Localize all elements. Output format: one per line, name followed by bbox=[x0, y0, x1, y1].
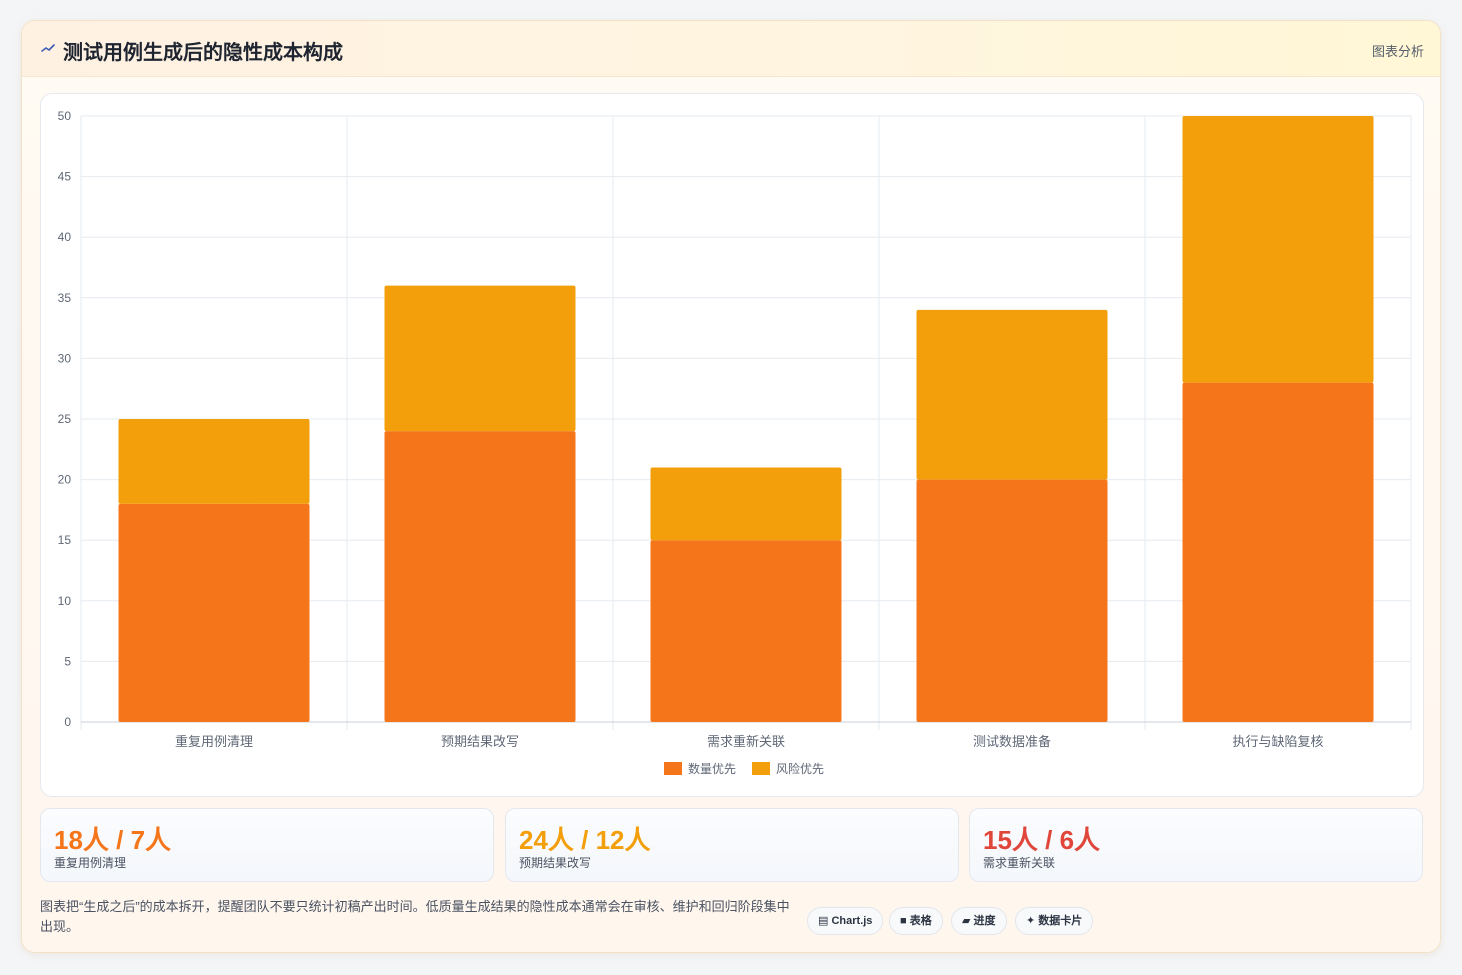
table-icon: ■ bbox=[900, 915, 907, 927]
bar-segment bbox=[916, 479, 1108, 722]
chip-label: Chart.js bbox=[831, 915, 873, 927]
y-tick-label: 0 bbox=[64, 715, 71, 729]
sparkle-icon: ✦ bbox=[1026, 915, 1036, 927]
y-tick-label: 25 bbox=[58, 412, 72, 426]
stat-value: 24人 / 12人 bbox=[519, 825, 651, 855]
stat-label: 预期结果改写 bbox=[519, 856, 592, 870]
bar-segment bbox=[1182, 382, 1374, 722]
stat-label: 需求重新关联 bbox=[983, 856, 1056, 870]
legend-swatch bbox=[752, 762, 770, 775]
chip-progress[interactable]: ▰ 进度 bbox=[951, 907, 1007, 935]
stat-cards: 18人 / 7人 重复用例清理 24人 / 12人 预期结果改写 15人 / 6… bbox=[40, 808, 1424, 882]
legend-label: 数量优先 bbox=[688, 761, 736, 776]
y-tick-label: 45 bbox=[58, 170, 72, 184]
y-tick-label: 5 bbox=[64, 654, 71, 668]
stat-card: 24人 / 12人 预期结果改写 bbox=[505, 808, 959, 882]
chip-chartjs[interactable]: ▤ Chart.js bbox=[807, 907, 884, 935]
bar-segment bbox=[384, 285, 576, 432]
chart-icon: ▤ bbox=[818, 915, 829, 927]
x-tick-label: 预期结果改写 bbox=[441, 734, 519, 749]
chart-analysis-tag: 图表分析 bbox=[1371, 44, 1424, 59]
y-tick-label: 20 bbox=[58, 473, 72, 487]
chart-note: 图表把“生成之后”的成本拆开，提醒团队不要只统计初稿产出时间。低质量生成结果的隐… bbox=[40, 899, 790, 934]
chart-card: 测试用例生成后的隐性成本构成 图表分析 0 5 10 15 20 25 30 35 40 45 50… bbox=[21, 20, 1441, 953]
bar-segment bbox=[384, 431, 576, 722]
stat-value: 15人 / 6人 bbox=[983, 825, 1101, 855]
y-tick-label: 50 bbox=[58, 109, 72, 123]
x-tick-label: 需求重新关联 bbox=[707, 734, 785, 749]
bar-segment bbox=[650, 540, 842, 722]
chip-data-card[interactable]: ✦ 数据卡片 bbox=[1015, 907, 1094, 935]
y-tick-label: 15 bbox=[58, 533, 72, 547]
stat-value: 18人 / 7人 bbox=[54, 825, 172, 855]
bar-segment bbox=[916, 309, 1108, 480]
legend-label: 风险优先 bbox=[776, 761, 824, 776]
chip-label: 进度 bbox=[973, 915, 996, 927]
x-tick-label: 测试数据准备 bbox=[973, 734, 1051, 749]
chip-label: 表格 bbox=[909, 915, 932, 927]
stacked-bar-chart: 0 5 10 15 20 25 30 35 40 45 50 重复用例清理 预期结果改写 需求重新关联 测试… bbox=[58, 109, 1412, 776]
x-tick-label: 执行与缺陷复核 bbox=[1232, 734, 1323, 749]
y-tick-label: 30 bbox=[58, 351, 72, 365]
stat-card: 18人 / 7人 重复用例清理 bbox=[40, 808, 494, 882]
chip-table[interactable]: ■ 表格 bbox=[889, 907, 943, 935]
chip-label: 数据卡片 bbox=[1038, 915, 1083, 927]
stat-card: 15人 / 6人 需求重新关联 bbox=[969, 808, 1423, 882]
card-header: 测试用例生成后的隐性成本构成 图表分析 bbox=[22, 21, 1440, 77]
x-tick-label: 重复用例清理 bbox=[175, 734, 253, 749]
stat-label: 重复用例清理 bbox=[54, 856, 127, 870]
bar-segment bbox=[650, 467, 842, 541]
y-tick-label: 40 bbox=[58, 230, 72, 244]
progress-icon: ▰ bbox=[962, 915, 971, 927]
bar-segment bbox=[118, 419, 310, 504]
bar-segment bbox=[1182, 116, 1374, 383]
card-title: 测试用例生成后的隐性成本构成 bbox=[63, 42, 343, 64]
trend-icon bbox=[41, 44, 55, 52]
legend-swatch bbox=[664, 762, 682, 775]
bar-segment bbox=[118, 503, 310, 722]
chart-area: 0 5 10 15 20 25 30 35 40 45 50 重复用例清理 预期结果改写 需求重新关联 测试… bbox=[40, 93, 1424, 797]
y-tick-label: 10 bbox=[58, 594, 72, 608]
y-tick-label: 35 bbox=[58, 291, 72, 305]
